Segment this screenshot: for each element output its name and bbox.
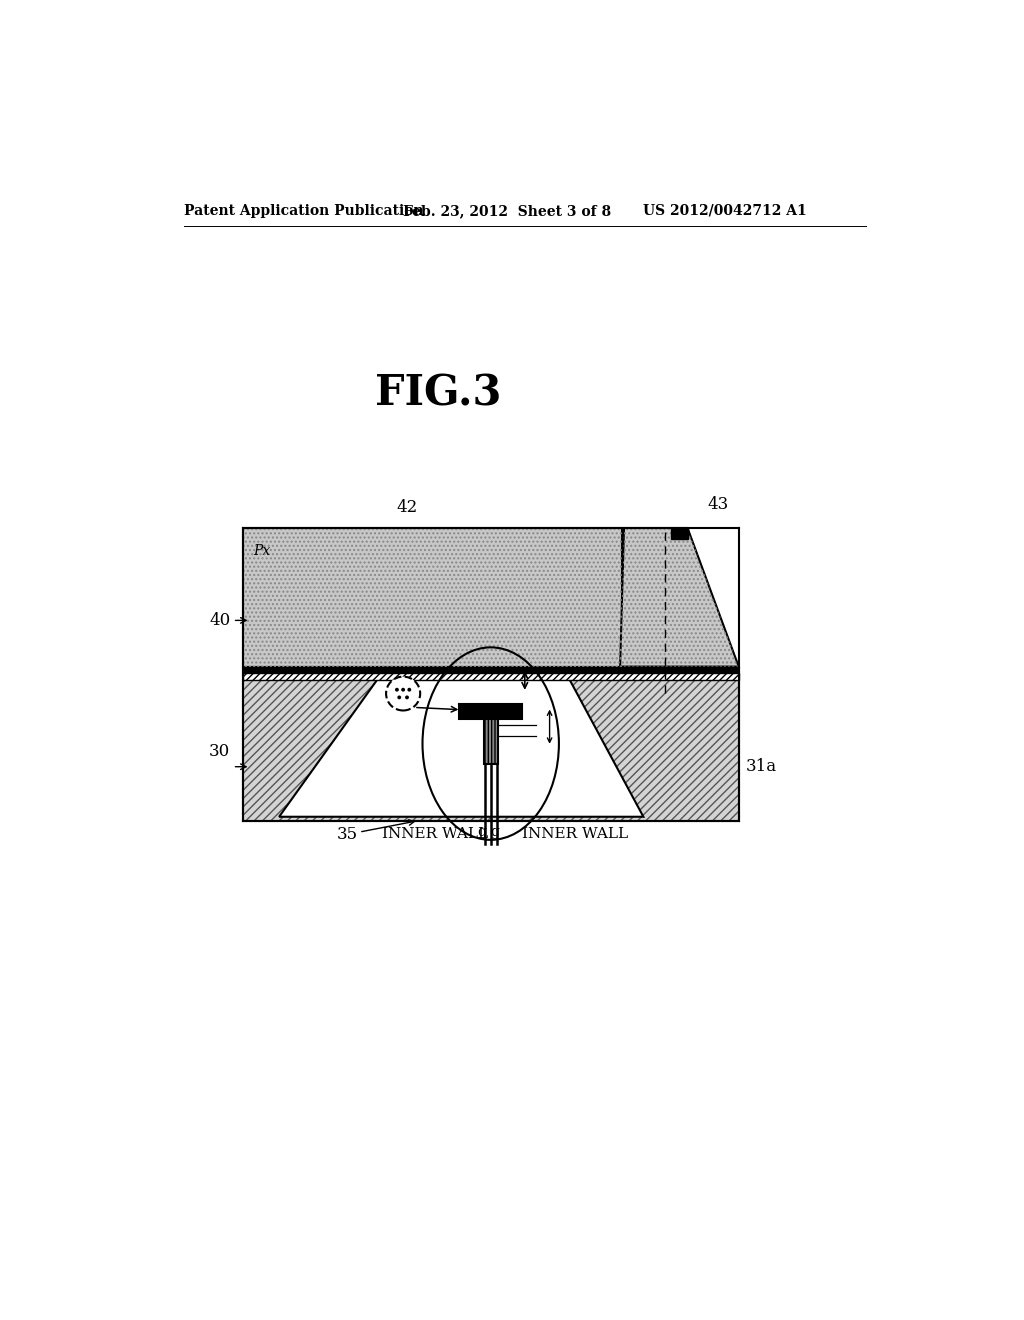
Polygon shape: [280, 673, 643, 817]
Bar: [243, 528, 623, 667]
Bar: [243, 667, 738, 821]
Circle shape: [401, 688, 406, 692]
Bar: [243, 528, 623, 667]
Bar: [243, 673, 738, 681]
Text: W: W: [553, 719, 568, 734]
Bar: [671, 528, 687, 539]
Text: 33: 33: [362, 711, 384, 729]
Circle shape: [395, 688, 399, 692]
Text: 40: 40: [209, 612, 230, 628]
Text: 30: 30: [209, 743, 230, 760]
Text: -314: -314: [541, 718, 570, 731]
Text: 35: 35: [336, 826, 357, 843]
Text: Patent Application Publication: Patent Application Publication: [183, 203, 424, 218]
Bar: [243, 673, 738, 681]
Text: FIG.3: FIG.3: [375, 372, 501, 414]
Text: Feb. 23, 2012  Sheet 3 of 8: Feb. 23, 2012 Sheet 3 of 8: [403, 203, 611, 218]
Circle shape: [408, 688, 412, 692]
Text: -313: -313: [541, 730, 570, 742]
Text: INNER WALL: INNER WALL: [382, 828, 488, 841]
Bar: [483, 719, 498, 763]
Text: INNER WALL: INNER WALL: [521, 828, 628, 841]
Polygon shape: [621, 528, 738, 667]
Text: US 2012/0042712 A1: US 2012/0042712 A1: [643, 203, 807, 218]
Bar: [459, 704, 522, 719]
Text: d2: d2: [529, 673, 549, 686]
Text: g: g: [477, 825, 486, 840]
Circle shape: [397, 696, 401, 700]
Bar: [243, 667, 738, 821]
Text: 42: 42: [396, 499, 418, 516]
Text: 31a: 31a: [745, 758, 777, 775]
Text: 43: 43: [708, 495, 729, 512]
Bar: [243, 667, 738, 673]
Circle shape: [406, 696, 409, 700]
Circle shape: [386, 677, 420, 710]
Bar: [483, 719, 498, 763]
Text: g: g: [490, 825, 499, 840]
Text: Px: Px: [254, 544, 270, 558]
